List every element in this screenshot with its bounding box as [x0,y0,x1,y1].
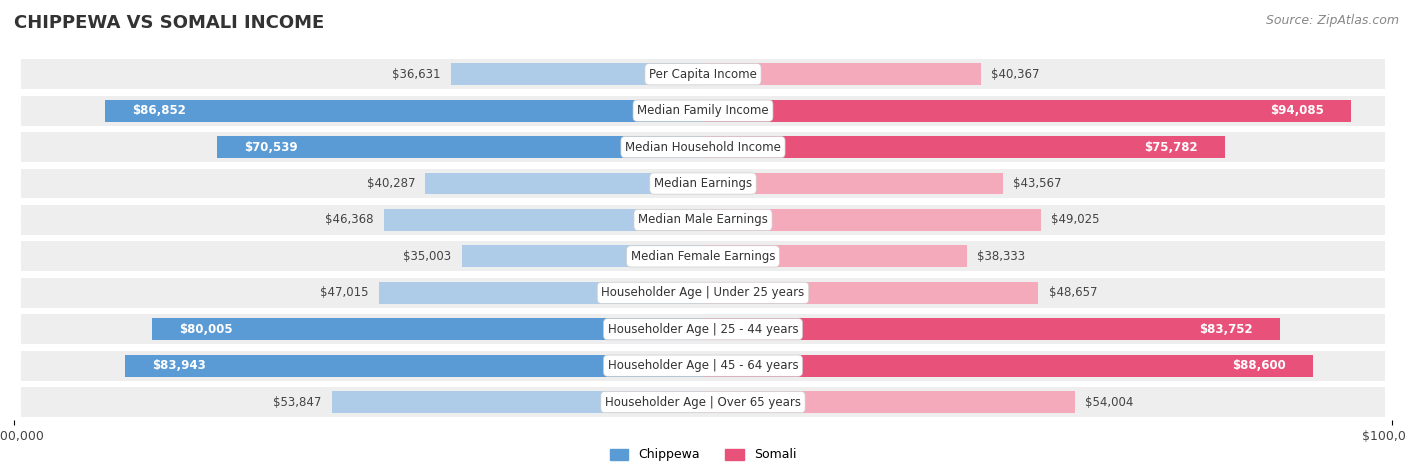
Bar [21,205,1385,235]
Text: $88,600: $88,600 [1232,359,1286,372]
Text: Median Earnings: Median Earnings [654,177,752,190]
Bar [21,132,1385,162]
Text: $83,943: $83,943 [152,359,207,372]
Text: Median Family Income: Median Family Income [637,104,769,117]
Bar [21,387,1385,417]
Text: $38,333: $38,333 [977,250,1025,263]
Text: $40,287: $40,287 [367,177,415,190]
Bar [703,209,1040,231]
Text: $83,752: $83,752 [1199,323,1253,336]
Bar [703,318,1279,340]
Bar [104,100,703,121]
Text: $80,005: $80,005 [180,323,233,336]
Bar [21,169,1385,198]
Text: Median Household Income: Median Household Income [626,141,780,154]
Text: CHIPPEWA VS SOMALI INCOME: CHIPPEWA VS SOMALI INCOME [14,14,325,32]
Bar [703,246,967,267]
Bar [125,355,703,376]
Bar [332,391,703,413]
Bar [384,209,703,231]
Bar [703,136,1225,158]
Bar [703,391,1076,413]
Text: $40,367: $40,367 [991,68,1040,81]
Text: $53,847: $53,847 [273,396,322,409]
Text: Per Capita Income: Per Capita Income [650,68,756,81]
Text: Median Female Earnings: Median Female Earnings [631,250,775,263]
Bar [451,64,703,85]
Bar [152,318,703,340]
Bar [21,278,1385,308]
Text: Median Male Earnings: Median Male Earnings [638,213,768,226]
Bar [703,355,1313,376]
Text: $70,539: $70,539 [245,141,298,154]
Text: $35,003: $35,003 [404,250,451,263]
Text: Householder Age | 45 - 64 years: Householder Age | 45 - 64 years [607,359,799,372]
Bar [21,314,1385,344]
Bar [21,351,1385,381]
Text: $47,015: $47,015 [321,286,368,299]
Bar [426,173,703,194]
Text: $75,782: $75,782 [1144,141,1198,154]
Bar [380,282,703,304]
Text: $43,567: $43,567 [1014,177,1062,190]
Text: Source: ZipAtlas.com: Source: ZipAtlas.com [1265,14,1399,27]
Legend: Chippewa, Somali: Chippewa, Somali [610,448,796,461]
Text: $46,368: $46,368 [325,213,373,226]
Bar [21,96,1385,126]
Text: $36,631: $36,631 [392,68,440,81]
Bar [217,136,703,158]
Text: Householder Age | 25 - 44 years: Householder Age | 25 - 44 years [607,323,799,336]
Bar [703,173,1002,194]
Text: $49,025: $49,025 [1052,213,1099,226]
Text: $48,657: $48,657 [1049,286,1097,299]
Text: $86,852: $86,852 [132,104,186,117]
Text: $94,085: $94,085 [1270,104,1323,117]
Text: Householder Age | Over 65 years: Householder Age | Over 65 years [605,396,801,409]
Bar [461,246,703,267]
Bar [703,64,981,85]
Bar [703,100,1351,121]
Text: $54,004: $54,004 [1085,396,1133,409]
Bar [21,59,1385,89]
Text: Householder Age | Under 25 years: Householder Age | Under 25 years [602,286,804,299]
Bar [703,282,1038,304]
Bar [21,241,1385,271]
